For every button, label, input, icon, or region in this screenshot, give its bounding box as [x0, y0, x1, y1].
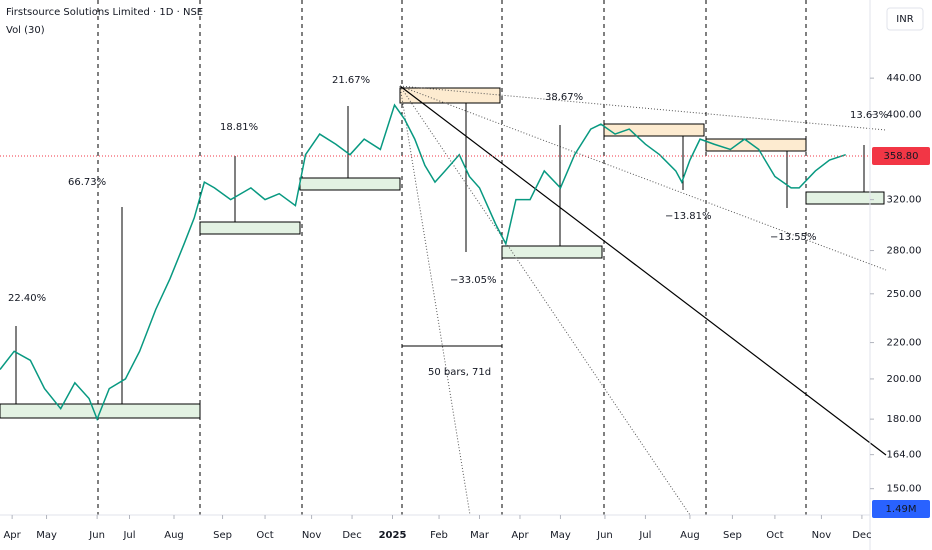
- annotation: −33.05%: [450, 275, 497, 286]
- x-tick-label: Jul: [122, 530, 135, 541]
- x-tick-label: Feb: [430, 530, 448, 541]
- x-tick-label: Oct: [256, 530, 273, 541]
- volume-tag: [872, 500, 930, 518]
- x-tick-label: Aug: [680, 530, 700, 541]
- x-tick-label: Jun: [88, 530, 105, 541]
- currency: INR: [896, 14, 913, 25]
- x-tick-label: Oct: [766, 530, 783, 541]
- last-price-tag: [872, 146, 930, 165]
- y-tick-label: 440.00: [887, 73, 922, 84]
- annotation: −13.81%: [665, 211, 712, 222]
- volume-label: Vol (30): [6, 25, 45, 36]
- price-line: [0, 103, 846, 422]
- x-tick-label: Apr: [3, 530, 21, 541]
- annotation: 66.73%: [68, 177, 106, 188]
- x-tick-label: Aug: [164, 530, 184, 541]
- y-tick-label: 150.00: [887, 484, 922, 495]
- y-tick-label: 400.00: [887, 109, 922, 120]
- y-tick-label: 220.00: [887, 338, 922, 349]
- x-tick-label: Nov: [812, 530, 832, 541]
- x-tick-label: Nov: [302, 530, 322, 541]
- y-tick-label: 280.00: [887, 246, 922, 257]
- annotation: 38.67%: [545, 92, 583, 103]
- y-tick-label: 320.00: [887, 195, 922, 206]
- x-tick-label: May: [36, 530, 57, 541]
- y-tick-label: 200.00: [887, 374, 922, 385]
- x-tick-label: Jun: [596, 530, 613, 541]
- x-tick-label: Sep: [213, 530, 232, 541]
- annotation: 13.63%: [850, 110, 888, 121]
- volume-last: 1.49M: [886, 504, 917, 515]
- last-price-label: 358.80: [884, 151, 919, 162]
- y-tick-label: 164.00: [887, 450, 922, 461]
- annotation: 22.40%: [8, 293, 46, 304]
- x-tick-label: Mar: [470, 530, 490, 541]
- chart-title: Firstsource Solutions Limited · 1D · NSE: [6, 7, 203, 18]
- annotation: 50 bars, 71d: [428, 367, 491, 378]
- x-tick-label: Jul: [638, 530, 651, 541]
- x-tick-label: Apr: [511, 530, 529, 541]
- x-tick-label: 2025: [379, 530, 407, 541]
- x-tick-label: Sep: [723, 530, 742, 541]
- y-tick-label: 180.00: [887, 414, 922, 425]
- annotation: 18.81%: [220, 122, 258, 133]
- x-tick-label: Dec: [342, 530, 361, 541]
- annotation: 21.67%: [332, 75, 370, 86]
- x-tick-label: Dec: [852, 530, 871, 541]
- x-tick-label: May: [550, 530, 571, 541]
- annotation: −13.55%: [770, 232, 817, 243]
- y-tick-label: 250.00: [887, 289, 922, 300]
